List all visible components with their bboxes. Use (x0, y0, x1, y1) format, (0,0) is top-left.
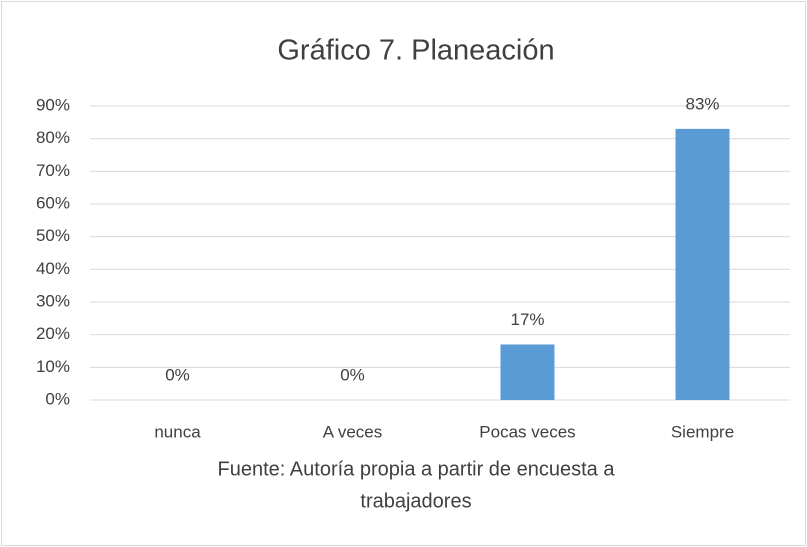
bar (675, 128, 730, 400)
y-tick-label: 0% (45, 389, 70, 408)
x-tick-label: nunca (154, 422, 201, 441)
y-tick-label: 80% (36, 128, 70, 147)
caption: trabajadores (360, 490, 471, 512)
data-label: 0% (340, 365, 365, 384)
y-tick-label: 70% (36, 161, 70, 180)
bar (500, 344, 555, 400)
y-tick-label: 90% (36, 95, 70, 114)
y-tick-label: 20% (36, 324, 70, 343)
y-tick-label: 40% (36, 259, 70, 278)
y-tick-label: 50% (36, 226, 70, 245)
caption: Fuente: Autoría propia a partir de encue… (218, 458, 616, 480)
data-label: 17% (510, 310, 544, 329)
x-tick-label: Pocas veces (479, 422, 575, 441)
y-tick-label: 10% (36, 357, 70, 376)
data-label: 0% (165, 365, 190, 384)
chart-title: Gráfico 7. Planeación (277, 35, 554, 67)
x-tick-label: Siempre (671, 422, 734, 441)
x-tick-label: A veces (323, 422, 383, 441)
y-tick-label: 30% (36, 291, 70, 310)
data-label: 83% (685, 94, 719, 113)
y-tick-label: 60% (36, 193, 70, 212)
